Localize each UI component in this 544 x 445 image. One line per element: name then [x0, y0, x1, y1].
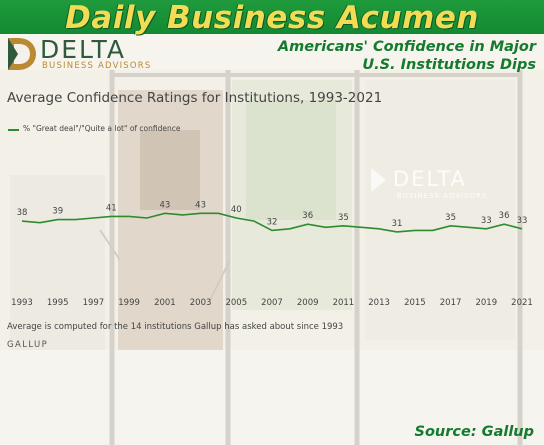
- x-tick-label: 2021: [511, 298, 533, 308]
- x-tick-label: 2013: [368, 298, 390, 308]
- headline-line-1: Americans' Confidence in Major: [277, 39, 536, 55]
- data-label: 38: [17, 208, 28, 218]
- data-label: 33: [517, 216, 528, 226]
- data-label: 33: [481, 216, 492, 226]
- series-line: [21, 212, 523, 233]
- logo-word: DELTA: [40, 35, 126, 64]
- data-label: 39: [52, 207, 63, 217]
- data-label: 43: [195, 200, 206, 210]
- legend-label: % "Great deal"/"Quite a lot" of confiden…: [23, 124, 181, 133]
- data-label: 35: [445, 213, 456, 223]
- gallup-brand: GALLUP: [7, 340, 49, 350]
- x-tick-label: 1999: [118, 298, 140, 308]
- x-tick-label: 2017: [440, 298, 462, 308]
- x-tick-label: 1997: [83, 298, 105, 308]
- source-credit: Source: Gallup: [414, 424, 534, 440]
- delta-logo-icon: [8, 38, 36, 70]
- x-tick-label: 2015: [404, 298, 426, 308]
- banner-title: Daily Business Acumen: [65, 0, 479, 36]
- chart-title: Average Confidence Ratings for Instituti…: [7, 90, 383, 106]
- data-label: 36: [302, 211, 313, 221]
- x-tick-label: 2007: [261, 298, 283, 308]
- x-tick-label: 2009: [297, 298, 319, 308]
- photo-sign-sub: BUSINESS ADVISORS: [397, 192, 487, 200]
- data-label: 31: [392, 219, 403, 229]
- data-label: 35: [338, 213, 349, 223]
- headline: Americans' Confidence in Major U.S. Inst…: [278, 38, 536, 74]
- x-tick-label: 1995: [47, 298, 69, 308]
- data-label: 40: [231, 205, 242, 215]
- data-label: 41: [106, 203, 117, 213]
- data-label: 43: [159, 200, 170, 210]
- headline-line-2: U.S. Institutions Dips: [362, 57, 536, 73]
- delta-logo: DELTA BUSINESS ADVISORS: [6, 34, 156, 74]
- top-banner: [0, 0, 544, 34]
- photo-sign-word: DELTA: [393, 167, 467, 191]
- x-tick-label: 2005: [225, 298, 247, 308]
- x-tick-label: 1993: [11, 298, 33, 308]
- logo-subtitle: BUSINESS ADVISORS: [42, 61, 152, 71]
- x-tick-label: 2019: [475, 298, 497, 308]
- photo-sign-logo-icon: [371, 168, 386, 192]
- x-tick-label: 2003: [190, 298, 212, 308]
- x-tick-label: 2011: [333, 298, 355, 308]
- x-tick-label: 2001: [154, 298, 176, 308]
- data-label: 32: [267, 217, 278, 227]
- chart-note: Average is computed for the 14 instituti…: [7, 322, 344, 332]
- legend-line-icon: [8, 129, 19, 131]
- data-label: 36: [499, 211, 510, 221]
